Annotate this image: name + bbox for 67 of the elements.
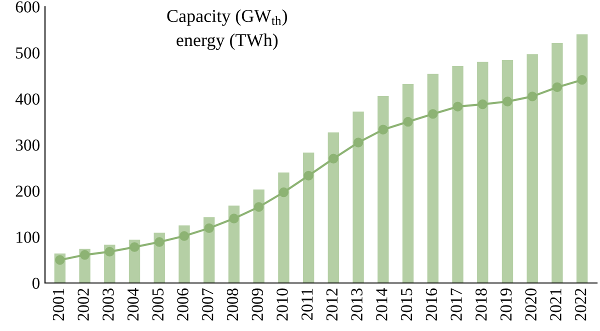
- x-tick-label: 2010: [276, 288, 288, 320]
- bar: [576, 34, 588, 284]
- x-tick-label: 2011: [301, 288, 313, 320]
- x-tick-label: 2022: [575, 288, 586, 320]
- point: [577, 75, 587, 85]
- bar: [228, 206, 240, 284]
- bar: [427, 74, 438, 284]
- point: [254, 202, 264, 212]
- point: [378, 124, 388, 134]
- bar: [477, 62, 488, 284]
- x-tick-label: 2018: [476, 288, 487, 320]
- bar: [502, 60, 514, 284]
- point: [527, 92, 538, 102]
- y-tick-label: 300: [16, 140, 40, 151]
- bar: [278, 172, 290, 284]
- bar: [552, 43, 563, 284]
- x-tick-label: 2005: [152, 288, 164, 320]
- point: [55, 255, 65, 265]
- x-tick-label: 2003: [102, 288, 114, 320]
- point: [403, 116, 413, 127]
- x-tick-label: 2017: [450, 288, 462, 320]
- point: [304, 170, 314, 181]
- point: [328, 154, 338, 164]
- bar: [402, 84, 414, 284]
- bar: [302, 152, 314, 284]
- x-tick-label: 2021: [550, 288, 562, 320]
- y-tick-label: 600: [16, 1, 40, 13]
- bar: [526, 54, 538, 284]
- point: [452, 102, 463, 112]
- point: [179, 231, 190, 241]
- point: [428, 109, 438, 119]
- point: [204, 223, 214, 234]
- y-tick-label: 100: [16, 232, 40, 243]
- bar: [352, 112, 364, 284]
- x-tick-label: 2002: [78, 288, 89, 320]
- x-tick-label: 2015: [400, 288, 412, 320]
- bar: [253, 189, 264, 284]
- point: [552, 82, 562, 92]
- x-tick-label: 2004: [127, 288, 139, 320]
- text: Capacity (GW$_{th}$) energy (TWh): [167, 9, 287, 50]
- x-tick-label: 2014: [376, 288, 388, 320]
- point: [229, 214, 239, 224]
- point: [154, 237, 164, 247]
- point: [353, 138, 364, 148]
- bar: [452, 66, 464, 284]
- x-tick-label: 2006: [177, 288, 188, 320]
- y-tick-label: 0: [32, 278, 40, 289]
- point: [104, 246, 115, 257]
- point: [278, 187, 289, 198]
- x-tick-label: 2001: [52, 288, 64, 320]
- x-tick-label: 2013: [351, 288, 362, 320]
- x-tick-label: 2020: [525, 288, 537, 320]
- x-tick-label: 2007: [202, 288, 214, 320]
- y-tick-label: 400: [15, 93, 40, 105]
- y-tick-label: 200: [16, 186, 40, 197]
- x-tick-label: 2008: [226, 288, 238, 320]
- point: [80, 250, 90, 260]
- x-tick-label: 2012: [326, 288, 338, 320]
- x-tick-label: 2019: [500, 288, 512, 320]
- point: [130, 242, 140, 252]
- bar: [328, 132, 340, 284]
- point: [478, 99, 488, 110]
- bar: [378, 96, 389, 284]
- x-tick-label: 2009: [252, 288, 264, 320]
- y-tick-label: 500: [16, 47, 40, 59]
- x-tick-label: 2016: [426, 288, 438, 320]
- point: [502, 96, 512, 106]
